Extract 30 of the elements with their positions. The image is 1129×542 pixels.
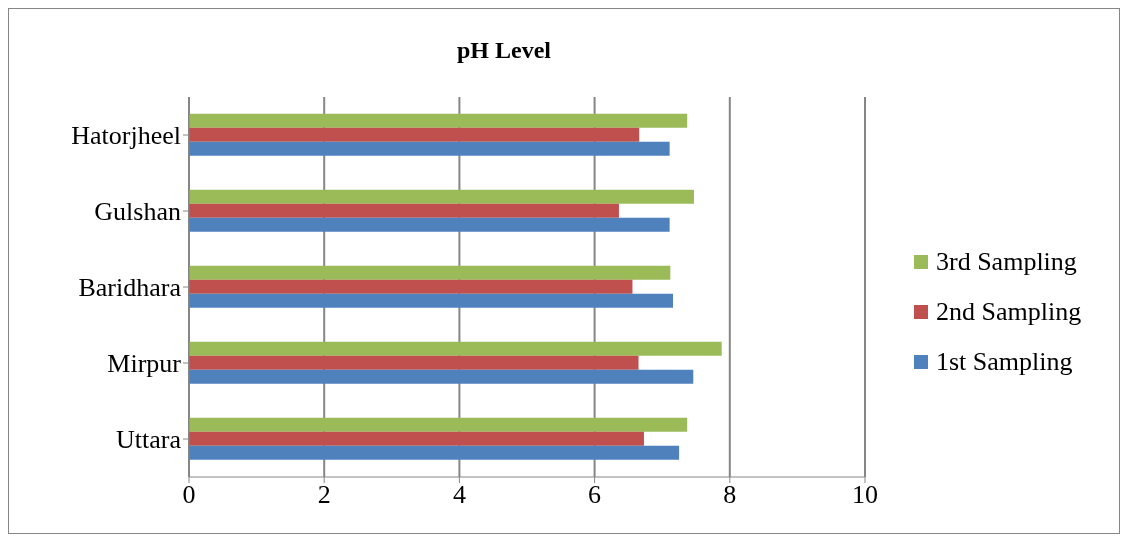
- x-tick-label: 10: [852, 480, 878, 510]
- y-tick-label: Baridhara: [78, 273, 182, 303]
- bar: [189, 355, 639, 370]
- y-tick-label: Hatorjheel: [71, 121, 181, 151]
- chart-title: pH Level: [456, 37, 552, 65]
- bar: [189, 279, 633, 294]
- x-tick-label: 8: [723, 480, 737, 510]
- x-tick-label: 4: [452, 480, 466, 510]
- y-tick-label: Uttara: [116, 425, 182, 455]
- bar: [189, 265, 671, 280]
- legend-label: 1st Sampling: [936, 347, 1073, 377]
- legend-label: 2nd Sampling: [936, 297, 1082, 327]
- legend-label: 3rd Sampling: [936, 247, 1077, 277]
- bar: [189, 127, 640, 142]
- bar: [189, 217, 670, 232]
- x-tick-label: 6: [588, 480, 602, 510]
- y-tick-label: Gulshan: [94, 197, 181, 227]
- y-tick-label: Mirpur: [107, 349, 182, 379]
- bar: [189, 417, 688, 432]
- bar: [189, 203, 619, 218]
- bar: [189, 445, 680, 460]
- x-tick-label: 2: [317, 480, 331, 510]
- bar: [189, 189, 694, 204]
- bar: [189, 113, 688, 128]
- bar: [189, 141, 670, 156]
- bar: [189, 341, 722, 356]
- bar: [189, 293, 674, 308]
- bar: [189, 431, 644, 446]
- x-tick-label: 0: [182, 480, 196, 510]
- bar: [189, 369, 694, 384]
